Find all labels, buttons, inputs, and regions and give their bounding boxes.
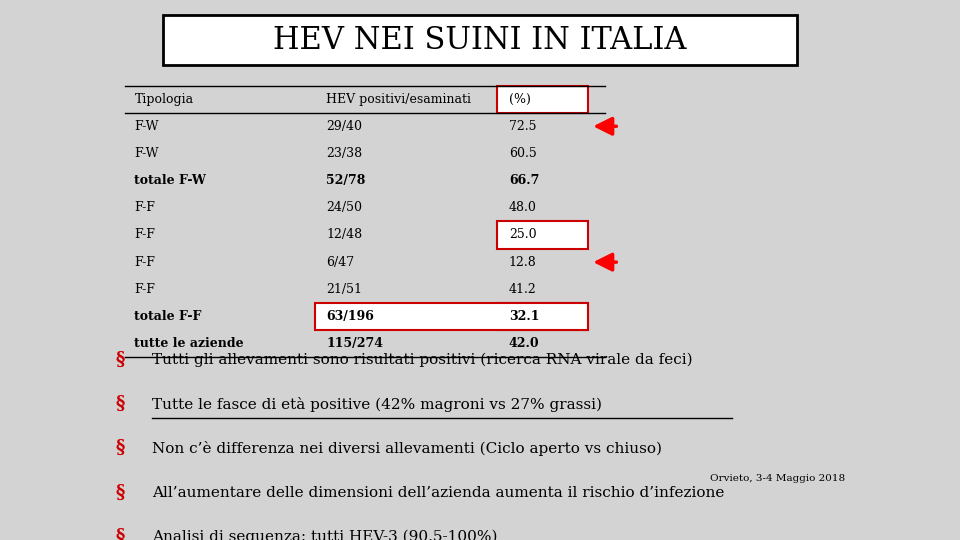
Text: tutte le aziende: tutte le aziende (134, 337, 244, 350)
Text: 25.0: 25.0 (509, 228, 537, 241)
Text: Tipologia: Tipologia (134, 93, 194, 106)
Text: §: § (115, 484, 125, 502)
Text: §: § (115, 351, 125, 369)
Text: 115/274: 115/274 (326, 337, 383, 350)
Bar (315, 303, 588, 330)
Text: 6/47: 6/47 (326, 255, 354, 268)
Text: Non c’è differenza nei diversi allevamenti (Ciclo aperto vs chiuso): Non c’è differenza nei diversi allevamen… (152, 441, 661, 456)
Bar (497, 85, 588, 113)
Text: 42.0: 42.0 (509, 337, 540, 350)
Text: F-F: F-F (134, 283, 156, 296)
Bar (497, 221, 588, 248)
Text: §: § (115, 440, 125, 457)
Text: 32.1: 32.1 (509, 310, 540, 323)
Text: 48.0: 48.0 (509, 201, 537, 214)
Text: totale F-F: totale F-F (134, 310, 202, 323)
Text: All’aumentare delle dimensioni dell’azienda aumenta il rischio d’infezione: All’aumentare delle dimensioni dell’azie… (152, 485, 724, 500)
Text: §: § (115, 528, 125, 540)
Text: HEV positivi/esaminati: HEV positivi/esaminati (326, 93, 471, 106)
Text: §: § (115, 395, 125, 413)
Text: F-W: F-W (134, 147, 159, 160)
Text: Analisi di sequenza: tutti HEV-3 (90.5-100%): Analisi di sequenza: tutti HEV-3 (90.5-1… (152, 530, 497, 540)
Text: 23/38: 23/38 (326, 147, 363, 160)
Bar (497, 303, 588, 330)
Text: F-F: F-F (134, 228, 156, 241)
Text: 12/48: 12/48 (326, 228, 363, 241)
Text: 12.8: 12.8 (509, 255, 537, 268)
Text: HEV NEI SUINI IN ITALIA: HEV NEI SUINI IN ITALIA (274, 25, 686, 56)
Text: totale F-W: totale F-W (134, 174, 206, 187)
Text: 29/40: 29/40 (326, 120, 362, 133)
Text: F-F: F-F (134, 201, 156, 214)
Text: 52/78: 52/78 (326, 174, 366, 187)
Text: F-W: F-W (134, 120, 159, 133)
Text: 60.5: 60.5 (509, 147, 537, 160)
Text: (%): (%) (509, 93, 531, 106)
Text: Tutte le fasce di età positive (42% magroni vs 27% grassi): Tutte le fasce di età positive (42% magr… (152, 396, 602, 411)
Text: Tutti gli allevamenti sono risultati positivi (ricerca RNA virale da feci): Tutti gli allevamenti sono risultati pos… (152, 353, 692, 367)
Text: 66.7: 66.7 (509, 174, 540, 187)
Text: 41.2: 41.2 (509, 283, 537, 296)
Text: Orvieto, 3-4 Maggio 2018: Orvieto, 3-4 Maggio 2018 (709, 474, 845, 483)
Text: 21/51: 21/51 (326, 283, 362, 296)
Bar (163, 15, 797, 65)
Text: 63/196: 63/196 (326, 310, 374, 323)
Text: 24/50: 24/50 (326, 201, 362, 214)
Text: F-F: F-F (134, 255, 156, 268)
Text: 72.5: 72.5 (509, 120, 537, 133)
